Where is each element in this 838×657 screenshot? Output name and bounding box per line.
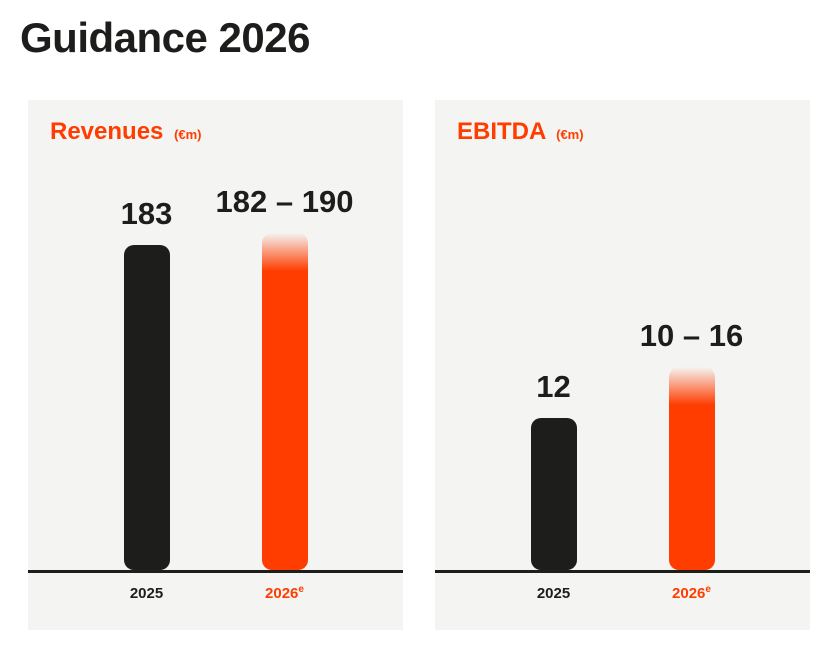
x-tick-text: 2025 [536,585,571,602]
ebitda-chart-title: EBITDA (€m) [457,118,810,149]
chart-title-text: EBITDA [457,118,546,145]
x-tick-2025: 2025 [494,584,614,602]
bar-group-ebitda-2025: 12 [494,369,614,570]
bar-ebitda-2025 [530,418,577,570]
chart-title-text: Revenues [50,118,164,145]
revenues-chart-title: Revenues (€m) [50,118,403,149]
bar-value-label: 183 [120,196,173,231]
bar-value-label: 10 – 16 [639,318,744,353]
bar-value-label: 12 [536,369,571,404]
x-axis-labels: 2025 2026e [435,573,810,602]
x-tick-2026e: 2026e [632,584,752,602]
charts-container: Revenues (€m) 183 182 – 190 2025 2026e E… [28,100,810,630]
bar-group-ebitda-2026e: 10 – 16 [632,318,752,570]
bar-revenues-2026e [261,233,308,570]
chart-unit-label: (€m) [556,127,584,142]
bar-group-revenues-2025: 183 [87,196,207,570]
revenues-chart-panel: Revenues (€m) 183 182 – 190 2025 2026e [28,100,403,630]
bar-ebitda-2026e [668,367,715,570]
ebitda-chart-panel: EBITDA (€m) 12 10 – 16 2025 2026e [435,100,810,630]
x-axis-line [28,570,403,573]
bar-value-label: 182 – 190 [215,184,354,219]
x-tick-text: 2025 [129,585,164,602]
x-axis-line [435,570,810,573]
x-tick-2025: 2025 [87,584,207,602]
x-tick-text: 2026 [265,585,299,602]
chart-unit-label: (€m) [174,127,202,142]
x-tick-sup: e [705,584,711,595]
ebitda-plot-area: 12 10 – 16 [435,149,810,570]
x-tick-text: 2026 [672,585,706,602]
bar-group-revenues-2026e: 182 – 190 [216,184,353,570]
bar-revenues-2025 [123,245,170,570]
page-title: Guidance 2026 [20,14,310,61]
x-tick-2026e: 2026e [225,584,345,602]
x-tick-sup: e [298,584,304,595]
revenues-plot-area: 183 182 – 190 [28,149,403,570]
x-axis-labels: 2025 2026e [28,573,403,602]
